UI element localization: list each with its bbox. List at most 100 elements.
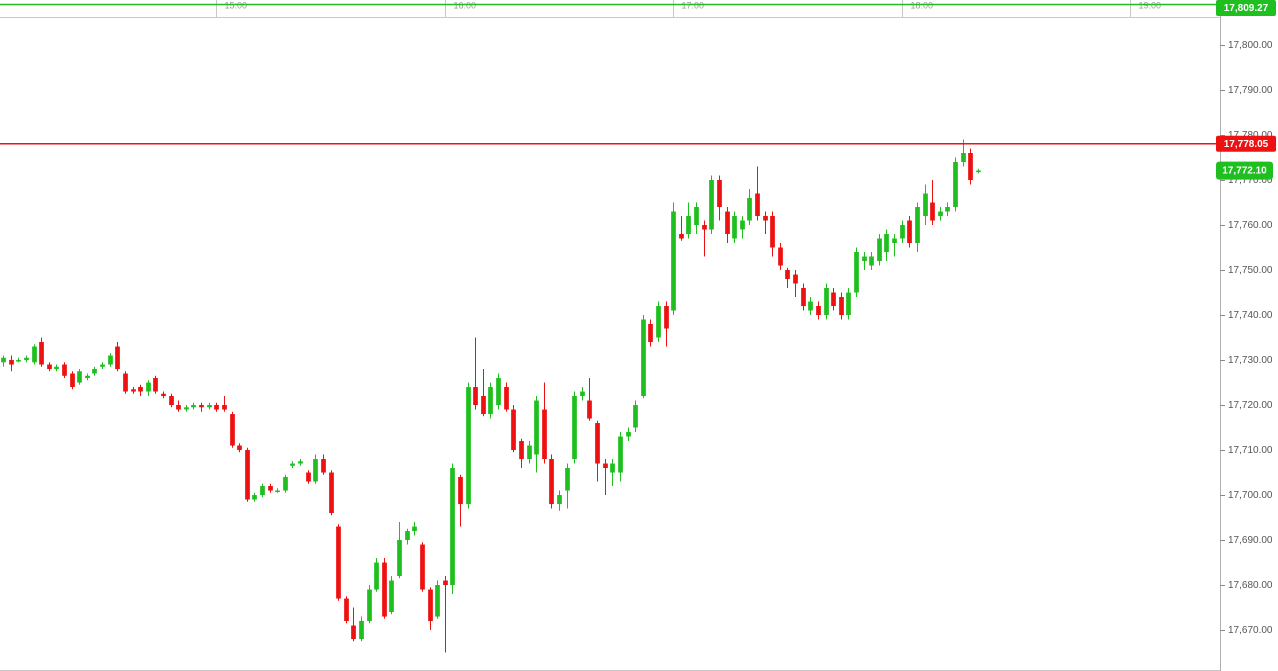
candle-body (397, 540, 402, 577)
y-tick-label: 17,790.00 (1228, 85, 1273, 96)
candle-body (412, 526, 417, 532)
y-tick-label: 17,760.00 (1228, 220, 1273, 231)
candle-body (618, 436, 623, 473)
x-tick-label: 16:00 (454, 0, 477, 10)
candle-body (816, 306, 821, 316)
candle-body (839, 297, 844, 316)
candle-body (146, 382, 151, 392)
y-tick-label: 17,800.00 (1228, 40, 1273, 51)
candle-body (572, 396, 577, 460)
candle-body (1, 357, 6, 363)
x-tick-label: 19:00 (1139, 0, 1162, 10)
candle-body (633, 405, 638, 428)
candle-body (450, 468, 455, 586)
candle-body (785, 270, 790, 280)
y-tick-label: 17,690.00 (1228, 535, 1273, 546)
candle-body (176, 405, 181, 410)
candle-body (542, 409, 547, 460)
candle-body (214, 405, 219, 410)
last-price-tag (1216, 161, 1273, 180)
candle-body (801, 288, 806, 307)
candle-body (389, 580, 394, 613)
candle-body (184, 407, 189, 410)
candle-body (549, 459, 554, 505)
candle-body (199, 405, 204, 408)
candle-body (32, 346, 37, 363)
x-tick-label: 17:00 (682, 0, 705, 10)
y-tick-label: 17,780.00 (1228, 130, 1273, 141)
candle-body (458, 477, 463, 505)
candle-body (778, 247, 783, 266)
candle-body (298, 461, 303, 464)
candle-body (488, 387, 493, 415)
candle-body (725, 211, 730, 235)
candle-body (732, 216, 737, 239)
plot: 15:00 16:00 17:00 18:00 19:00 17,670.00 17,680… (1, 0, 1273, 653)
candle-body (108, 355, 113, 365)
candle-body (374, 562, 379, 590)
y-tick-label: 17,700.00 (1228, 490, 1273, 501)
candle-body (557, 495, 562, 505)
candle-body (534, 400, 539, 455)
candle-body (846, 292, 851, 316)
candle-body (717, 180, 722, 208)
candle-body (283, 477, 288, 491)
candle-body (656, 306, 661, 338)
candle-body (85, 375, 90, 379)
candle-body (900, 225, 905, 239)
candle-body (884, 234, 889, 253)
candle-body (892, 238, 897, 244)
candle-body (245, 450, 250, 500)
candle-body (435, 585, 440, 617)
candle-body (16, 360, 21, 362)
candle-body (39, 342, 44, 365)
candle-body (466, 387, 471, 505)
candle-body (123, 373, 128, 392)
candle-body (237, 445, 242, 451)
candle-body (511, 409, 516, 451)
candle-body (580, 391, 585, 397)
y-tick-label: 17,750.00 (1228, 265, 1273, 276)
candle-body (191, 405, 196, 408)
candle-body (504, 387, 509, 410)
candle-body (938, 211, 943, 217)
candle-body (62, 364, 67, 376)
candle-body (945, 207, 950, 212)
candle-body (877, 238, 882, 262)
candle-body (702, 225, 707, 230)
candle-body (694, 207, 699, 226)
candle-body (344, 598, 349, 622)
candle-body (275, 490, 280, 493)
candle-body (54, 366, 59, 370)
candle-body (9, 360, 14, 365)
candle-body (138, 387, 143, 392)
candle-body (329, 472, 334, 514)
candle-body (169, 396, 174, 406)
y-tick-label: 17,770.00 (1228, 175, 1273, 186)
candle-body (92, 369, 97, 374)
candle-body (923, 193, 928, 217)
candle-body (648, 324, 653, 343)
candle-body (854, 252, 859, 293)
candle-body (496, 378, 501, 406)
candle-body (321, 459, 326, 473)
candle-body (610, 463, 615, 473)
candle-body (382, 562, 387, 617)
candle-body (862, 256, 867, 262)
price-tag (1216, 0, 1276, 16)
candle-body (359, 621, 364, 640)
price-tag-label: 17,778.05 (1224, 139, 1269, 150)
price-tag-label: 17,809.27 (1224, 3, 1269, 14)
candle-body (207, 405, 212, 408)
candle-body (336, 526, 341, 599)
candle-body (930, 202, 935, 221)
candle-body (595, 423, 600, 464)
candle-body (222, 405, 227, 410)
candle-body (161, 393, 166, 397)
candle-body (420, 544, 425, 590)
candle-body (679, 234, 684, 239)
candle-body (306, 472, 311, 482)
candle-body (519, 441, 524, 460)
